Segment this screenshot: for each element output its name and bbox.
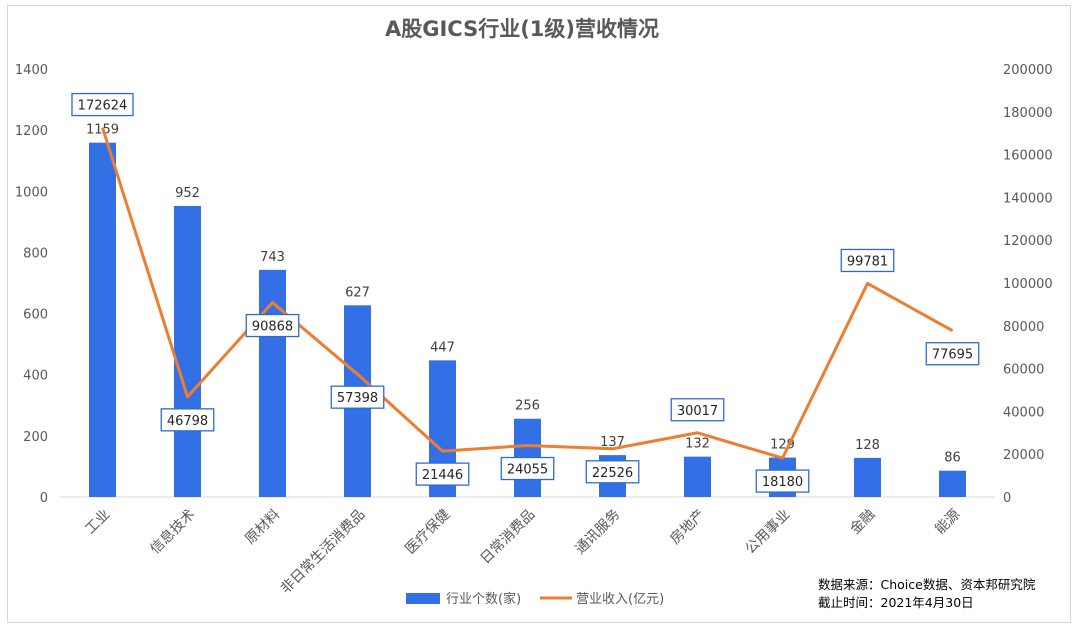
line-value-box	[500, 456, 555, 481]
bar-value-label: 129	[770, 438, 795, 453]
left-tick-label: 200	[23, 430, 48, 445]
line-value-label: 18180	[755, 469, 810, 493]
bar-value-label: 128	[855, 438, 880, 453]
line-value-box	[245, 313, 300, 338]
bar-value-label: 256	[515, 399, 540, 414]
category-label: 原材料	[242, 507, 283, 548]
bar	[174, 205, 201, 497]
line-value-label: 22526	[585, 460, 640, 484]
line-value-box	[71, 92, 134, 117]
bar	[854, 457, 881, 497]
bar	[259, 269, 286, 497]
line-value-text: 18180	[762, 475, 803, 490]
line-series	[101, 127, 954, 460]
left-tick-label: 1000	[15, 185, 48, 200]
category-label: 能源	[932, 507, 963, 538]
legend-bar-label: 行业个数(家)	[446, 591, 521, 607]
right-tick-label: 0	[1003, 491, 1011, 506]
right-tick-label: 80000	[1003, 320, 1044, 335]
line-value-label: 99781	[840, 248, 895, 273]
bar-value-label: 447	[430, 340, 455, 355]
bar-value-label: 132	[685, 437, 710, 452]
line-value-text: 22526	[592, 466, 633, 481]
line-value-text: 24055	[507, 463, 548, 478]
revenue-line	[101, 127, 954, 460]
line-data-labels: 172624 46798 90868 57398 21446 24055 22526 3001…	[71, 92, 980, 493]
line-value-text: 172624	[78, 99, 128, 114]
line-value-text: 21446	[422, 468, 463, 483]
legend-line-label: 营业收入(亿元)	[576, 592, 664, 607]
bar-value-label: 743	[260, 250, 285, 265]
bar	[939, 470, 966, 497]
line-value-box	[670, 398, 725, 422]
line-value-label: 30017	[670, 398, 725, 422]
line-value-label: 57398	[330, 385, 385, 409]
bar-value-label: 952	[175, 186, 200, 201]
left-tick-label: 0	[40, 491, 48, 506]
left-tick-label: 600	[23, 308, 48, 323]
left-tick-label: 1400	[15, 63, 48, 78]
right-axis: 0 20000 40000 60000 80000 100000 120000 140000 1…	[1003, 63, 1053, 506]
category-label: 医疗保健	[402, 507, 453, 558]
right-tick-label: 140000	[1003, 191, 1053, 206]
bar-series	[89, 142, 966, 498]
category-label: 信息技术	[147, 506, 199, 558]
cutoff-date-note: 截止时间：2021年4月30日	[818, 595, 974, 610]
line-value-text: 46798	[167, 414, 208, 429]
legend-bar-swatch	[406, 593, 440, 604]
bar	[684, 456, 711, 497]
right-tick-label: 200000	[1003, 63, 1053, 78]
line-value-box	[160, 408, 215, 432]
right-tick-label: 120000	[1003, 234, 1053, 249]
legend: 行业个数(家) 营业收入(亿元)	[406, 591, 664, 607]
source-note: 数据来源：Choice数据、资本邦研究院	[818, 577, 1036, 592]
line-value-text: 30017	[677, 404, 718, 419]
left-tick-label: 800	[23, 246, 48, 261]
line-value-text: 77695	[932, 348, 973, 363]
line-value-box	[755, 469, 810, 493]
left-tick-label: 400	[23, 369, 48, 384]
line-value-text: 90868	[252, 320, 293, 335]
category-label: 通讯服务	[572, 507, 623, 558]
line-value-box	[925, 342, 980, 366]
line-value-box	[330, 385, 385, 409]
line-value-text: 99781	[847, 254, 888, 269]
line-value-label: 77695	[925, 342, 980, 366]
category-label: 非日常生活消费品	[278, 507, 369, 598]
line-value-box	[415, 462, 470, 486]
line-value-label: 46798	[160, 408, 215, 432]
line-value-box	[840, 248, 895, 273]
line-value-label: 24055	[500, 456, 555, 481]
line-value-label: 90868	[245, 313, 300, 338]
category-label: 金融	[847, 507, 878, 538]
bar-value-label: 86	[944, 451, 961, 466]
line-value-label: 21446	[415, 462, 470, 486]
line-value-box	[585, 460, 640, 484]
right-tick-label: 160000	[1003, 149, 1053, 164]
left-axis: 0 200 400 600 800 1000 1200 1400	[15, 63, 48, 506]
category-label: 工业	[82, 507, 113, 538]
right-tick-label: 100000	[1003, 277, 1053, 292]
category-label: 日常消费品	[478, 507, 539, 568]
right-tick-label: 20000	[1003, 448, 1044, 463]
line-value-text: 57398	[337, 391, 378, 406]
category-label: 公用事业	[742, 507, 793, 558]
right-tick-label: 180000	[1003, 106, 1053, 121]
bar-value-label: 627	[345, 285, 370, 300]
right-tick-label: 60000	[1003, 363, 1044, 378]
bar	[89, 142, 116, 498]
right-tick-label: 40000	[1003, 405, 1044, 420]
line-value-label: 172624	[71, 92, 134, 117]
left-tick-label: 1200	[15, 124, 48, 139]
chart-title: A股GICS行业(1级)营收情况	[385, 17, 659, 41]
category-label: 房地产	[667, 507, 708, 548]
